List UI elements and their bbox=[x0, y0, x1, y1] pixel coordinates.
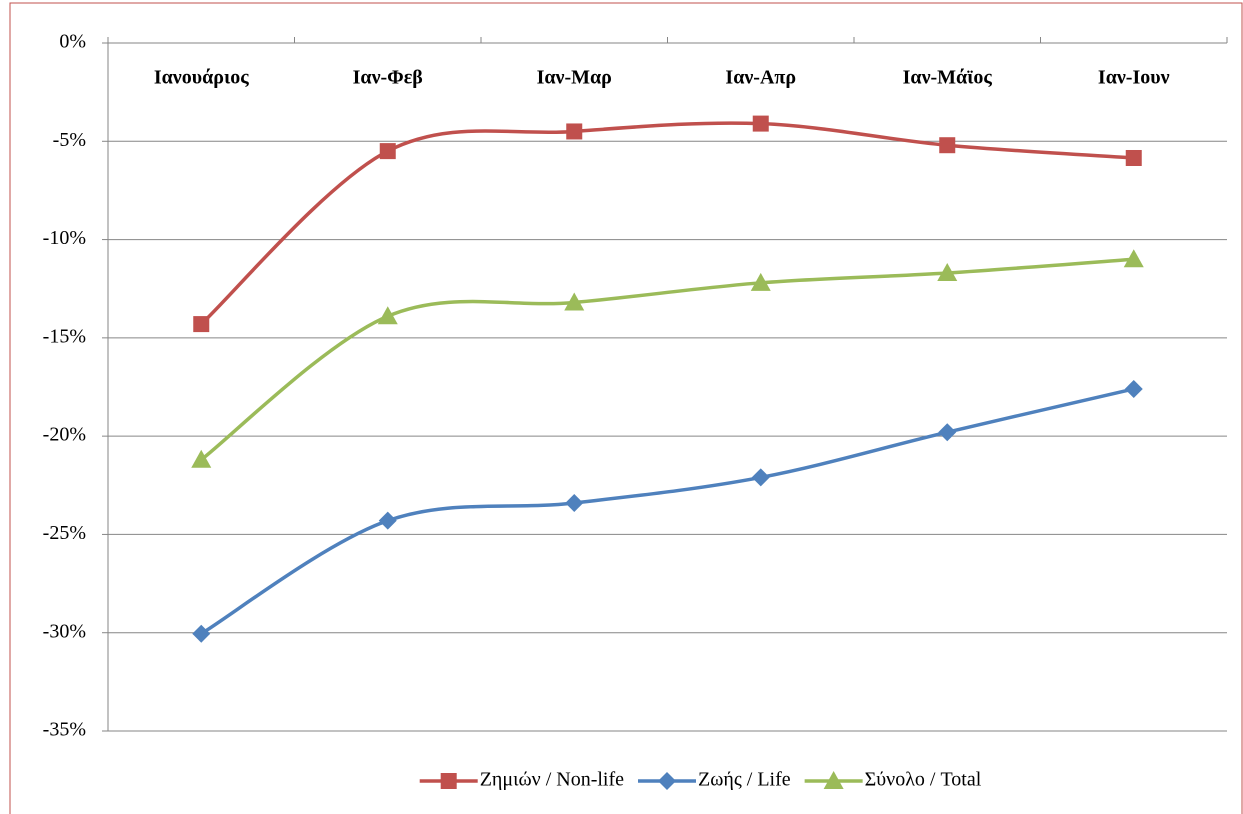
marker bbox=[379, 143, 396, 160]
marker bbox=[751, 468, 770, 487]
marker bbox=[565, 493, 584, 512]
marker bbox=[939, 137, 956, 154]
y-tick-label: -25% bbox=[43, 522, 86, 544]
y-tick-label: -30% bbox=[43, 620, 86, 642]
series-line bbox=[200, 257, 1134, 462]
marker bbox=[823, 771, 844, 789]
y-tick-label: -5% bbox=[53, 129, 86, 151]
marker bbox=[377, 306, 398, 325]
marker bbox=[1124, 379, 1143, 398]
marker bbox=[938, 423, 957, 442]
marker bbox=[564, 292, 585, 311]
series-line bbox=[200, 121, 1134, 326]
x-tick-label: Ιαν-Μάϊος bbox=[903, 67, 993, 89]
y-tick-label: -15% bbox=[43, 325, 86, 347]
x-tick-label: Ιαν-Απρ bbox=[725, 67, 796, 89]
marker bbox=[192, 624, 211, 643]
legend-label: Ζωής / Life bbox=[698, 769, 791, 791]
marker bbox=[191, 449, 212, 468]
chart-border bbox=[9, 2, 1243, 814]
marker bbox=[750, 272, 771, 291]
y-tick-label: -35% bbox=[43, 719, 86, 741]
legend-label: Ζημιών / Non-life bbox=[480, 769, 624, 791]
y-tick-label: -10% bbox=[43, 227, 86, 249]
x-tick-label: Ιαν-Μαρ bbox=[537, 67, 612, 89]
marker bbox=[566, 123, 583, 140]
marker bbox=[378, 511, 397, 530]
marker bbox=[937, 262, 958, 281]
y-tick-label: 0% bbox=[59, 31, 86, 53]
marker bbox=[1125, 149, 1142, 166]
marker bbox=[440, 773, 457, 789]
series-line bbox=[200, 387, 1135, 636]
marker bbox=[752, 115, 769, 132]
marker bbox=[1123, 249, 1144, 268]
x-tick-label: Ιαν-Φεβ bbox=[353, 67, 423, 89]
x-tick-label: Ιαν-Ιουν bbox=[1098, 67, 1170, 89]
legend-label: Σύνολο / Total bbox=[865, 769, 982, 791]
marker bbox=[658, 772, 676, 790]
x-tick-label: Ιανουάριος bbox=[154, 67, 249, 89]
marker bbox=[193, 316, 210, 333]
y-tick-label: -20% bbox=[43, 424, 86, 446]
